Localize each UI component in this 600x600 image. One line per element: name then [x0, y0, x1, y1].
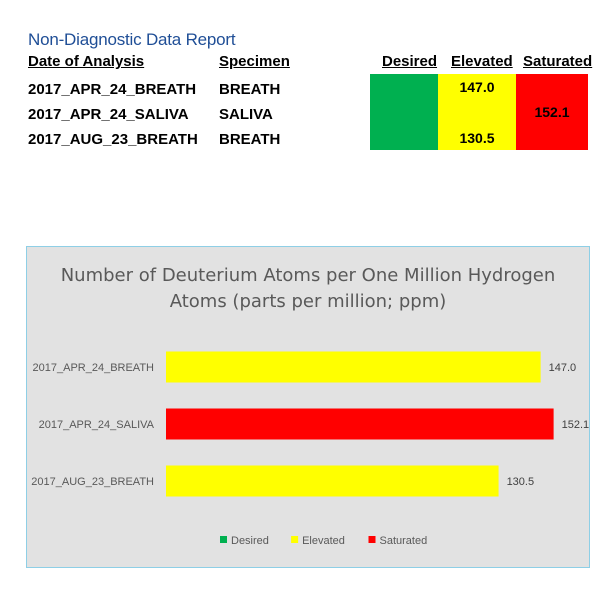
- data-label: 130.5: [507, 476, 535, 488]
- column-header-saturated: Saturated: [523, 53, 593, 70]
- data-label: 152.1: [562, 419, 589, 431]
- row-date: 2017_APR_24_SALIVA: [28, 106, 189, 123]
- column-header-elevated: Elevated: [451, 53, 513, 70]
- y-tick-label: 2017_APR_24_BREATH: [33, 362, 155, 374]
- legend-label: Desired: [231, 535, 269, 547]
- row-value: 152.1: [534, 104, 570, 120]
- legend-label: Elevated: [302, 535, 345, 547]
- y-tick-label: 2017_AUG_23_BREATH: [31, 476, 154, 488]
- row-value: 147.0: [459, 78, 495, 95]
- row-value-cell: 130.5: [438, 125, 516, 150]
- column-header-desired: Desired: [382, 53, 438, 70]
- row-value-cell: 147.0: [438, 74, 516, 99]
- y-tick-label: 2017_APR_24_SALIVA: [39, 419, 155, 431]
- report-title: Non-Diagnostic Data Report: [28, 30, 236, 49]
- bar: [166, 408, 554, 440]
- bar: [166, 351, 541, 383]
- legend-swatch: [291, 536, 299, 543]
- column-header-specimen: Specimen: [219, 53, 290, 70]
- chart-area: Number of Deuterium Atoms per One Millio…: [26, 246, 590, 568]
- bar-chart: 2017_APR_24_BREATH 147.0 2017_APR_24_SALIV…: [31, 351, 589, 547]
- legend-label: Saturated: [380, 535, 428, 547]
- row-date: 2017_AUG_23_BREATH: [28, 131, 198, 148]
- legend-swatch: [220, 536, 227, 543]
- column-header-date: Date of Analysis: [28, 53, 145, 70]
- chart-title-line-1: Number of Deuterium Atoms per One Millio…: [60, 265, 556, 286]
- row-date: 2017_APR_24_BREATH: [28, 81, 197, 98]
- row-specimen: BREATH: [219, 81, 281, 98]
- legend-swatch: [368, 536, 376, 543]
- bar: [166, 465, 499, 497]
- row-value-cell: 152.1: [516, 74, 588, 150]
- row-specimen: BREATH: [219, 131, 281, 148]
- desired-zone: [370, 74, 438, 150]
- elevated-zone-gap: [438, 99, 516, 125]
- row-value: 130.5: [459, 129, 495, 146]
- chart-title-line-2: Atoms (parts per million; ppm): [169, 291, 447, 312]
- data-label: 147.0: [549, 362, 577, 374]
- row-specimen: SALIVA: [219, 106, 273, 123]
- chart-title: Number of Deuterium Atoms per One Millio…: [27, 263, 589, 315]
